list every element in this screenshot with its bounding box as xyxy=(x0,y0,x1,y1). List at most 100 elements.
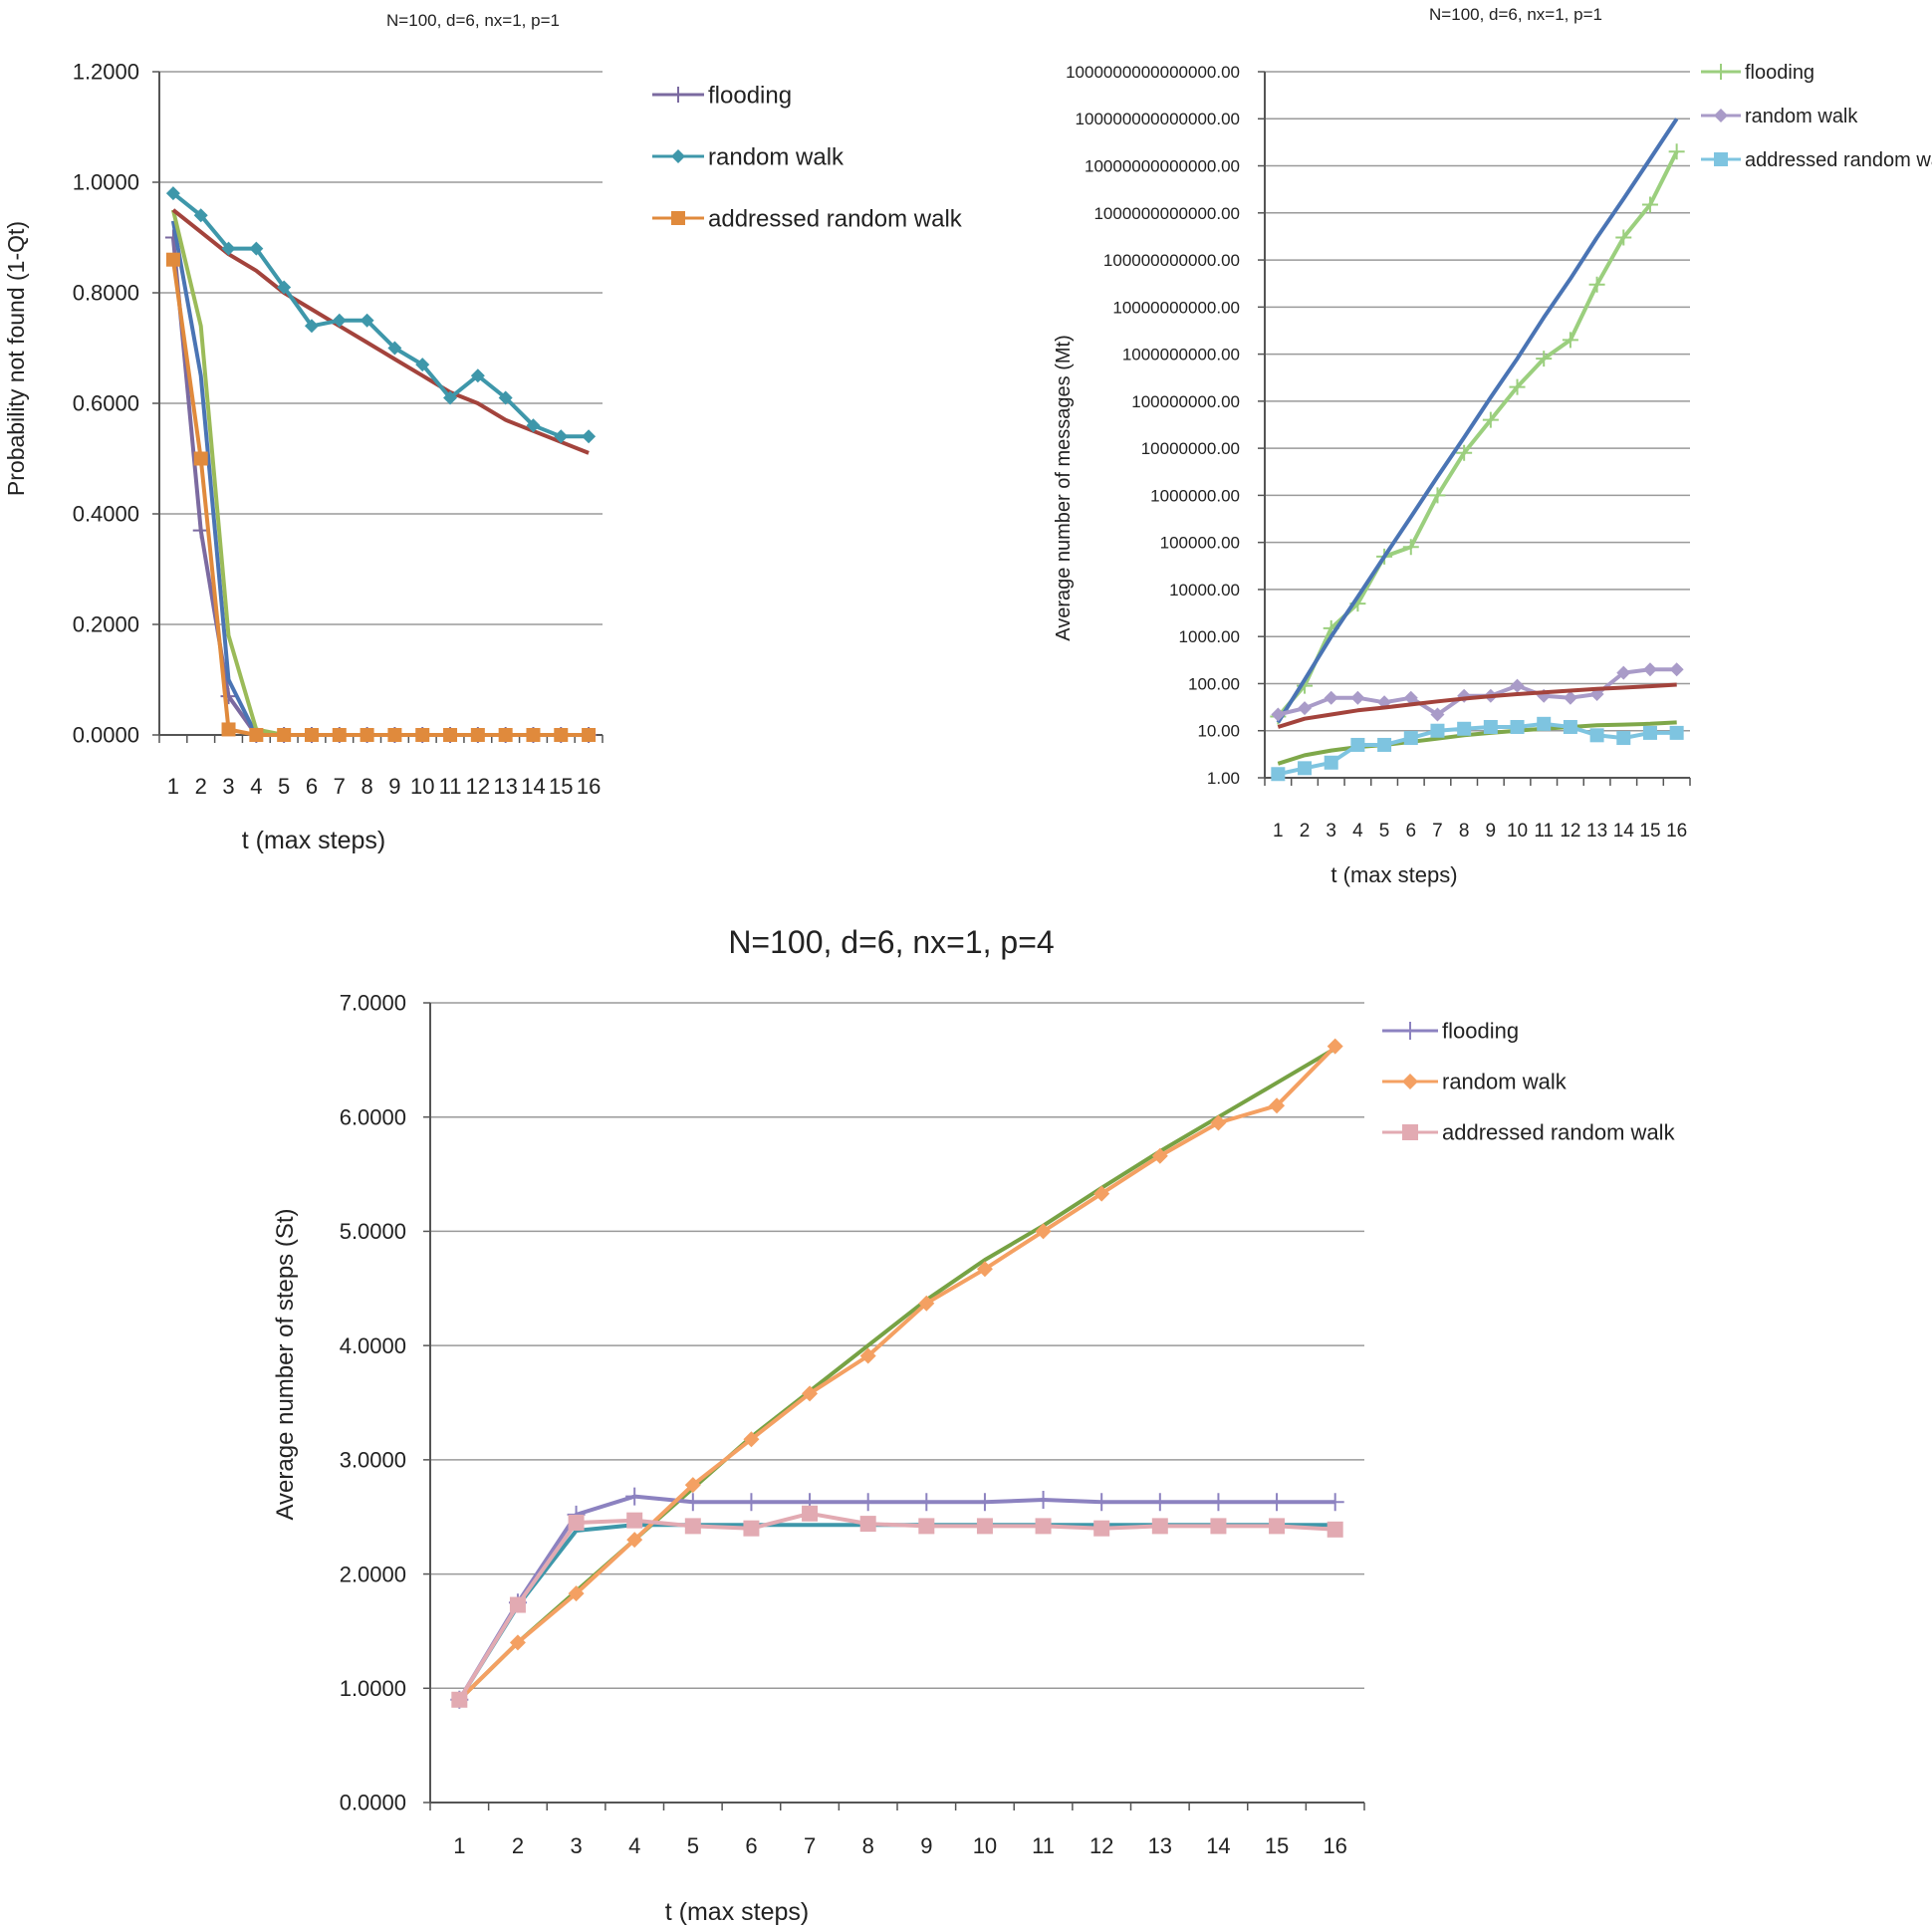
x-tick-label: 12 xyxy=(466,774,490,799)
gridlines xyxy=(430,1002,1364,1690)
data-point xyxy=(1271,767,1286,782)
x-tick-label: 11 xyxy=(1032,1833,1055,1858)
legend-item: addressed random walk xyxy=(1382,1120,1676,1145)
series-trend-3 xyxy=(171,208,590,455)
data-point xyxy=(1324,690,1338,705)
data-point xyxy=(1269,1097,1286,1114)
legend-label: random walk xyxy=(708,143,845,170)
data-point xyxy=(221,241,236,256)
x-tick-label: 16 xyxy=(577,774,601,799)
series-addressed-random-walk xyxy=(451,1505,1343,1708)
x-tick-label: 9 xyxy=(388,774,400,799)
data-point xyxy=(1326,1493,1344,1512)
x-tick-label: 8 xyxy=(1459,821,1470,842)
data-point xyxy=(1510,678,1525,693)
y-tick-label: 10000000000000.00 xyxy=(1085,156,1240,175)
data-point xyxy=(626,1532,643,1549)
chart-title: N=100, d=6, nx=1, p=1 xyxy=(386,11,560,30)
series-flooding xyxy=(450,1487,1344,1709)
x-tick-label: 4 xyxy=(1352,821,1363,842)
data-point xyxy=(1669,725,1684,740)
data-point xyxy=(192,522,209,539)
series-line xyxy=(171,208,590,455)
x-tick-label: 16 xyxy=(1323,1833,1346,1858)
data-point xyxy=(742,1493,761,1512)
x-tick-label: 3 xyxy=(570,1833,582,1858)
data-point xyxy=(1615,229,1632,246)
y-tick-label: 100000000.00 xyxy=(1131,392,1240,411)
x-tick-label: 4 xyxy=(250,774,262,799)
data-point xyxy=(1642,662,1657,677)
data-point xyxy=(1035,1518,1052,1535)
data-point xyxy=(509,1634,526,1651)
y-tick-label: 0.2000 xyxy=(73,612,139,637)
data-point xyxy=(1150,1493,1169,1512)
data-point xyxy=(1092,1493,1111,1512)
chart-title: N=100, d=6, nx=1, p=4 xyxy=(728,924,1054,960)
y-tick-label: 7.0000 xyxy=(340,991,406,1016)
data-point xyxy=(498,728,513,742)
y-axis-label: Average number of steps (St) xyxy=(272,1208,299,1520)
series-trend-4 xyxy=(1277,720,1677,766)
series-line xyxy=(457,1045,1337,1702)
data-point xyxy=(1668,143,1685,160)
x-tick-label: 8 xyxy=(361,774,372,799)
legend-marker xyxy=(1401,1022,1419,1040)
data-point xyxy=(683,1493,702,1512)
x-tick-label: 4 xyxy=(628,1833,640,1858)
series-line xyxy=(171,191,590,439)
x-tick-label: 1 xyxy=(1273,821,1284,842)
data-point xyxy=(1642,725,1657,740)
series-line xyxy=(170,259,590,737)
data-point xyxy=(625,1487,644,1506)
x-tick-label: 2 xyxy=(195,774,207,799)
y-tick-label: 2.0000 xyxy=(340,1562,406,1586)
series-trend-2 xyxy=(170,209,590,737)
y-tick-label: 1.2000 xyxy=(73,60,139,85)
y-tick-label: 100000000000.00 xyxy=(1103,251,1240,270)
x-tick-label: 3 xyxy=(1326,821,1336,842)
data-point xyxy=(554,728,569,742)
series-group xyxy=(1270,118,1685,782)
data-point xyxy=(582,728,597,742)
x-tick-label: 9 xyxy=(1486,821,1497,842)
data-point xyxy=(1377,737,1392,752)
data-point xyxy=(526,418,541,433)
data-point xyxy=(193,208,208,223)
x-tick-label: 13 xyxy=(1586,821,1607,842)
legend-marker xyxy=(1402,1074,1418,1089)
data-point xyxy=(509,1596,526,1613)
data-point xyxy=(443,390,458,405)
data-point xyxy=(1035,1223,1052,1240)
legend-label: random walk xyxy=(1442,1070,1568,1094)
data-point xyxy=(1430,723,1445,738)
data-point xyxy=(526,728,541,742)
data-point xyxy=(1456,444,1473,461)
x-tick-label: 6 xyxy=(745,1833,757,1858)
legend: flooding random walk addressed random walk xyxy=(1701,62,1932,171)
series-line xyxy=(457,1511,1335,1701)
legend-item: flooding xyxy=(1701,62,1814,84)
data-point xyxy=(1034,1491,1053,1510)
data-point xyxy=(684,1518,701,1535)
x-tick-label: 9 xyxy=(920,1833,932,1858)
data-point xyxy=(1093,1520,1110,1537)
y-tick-labels: 0.0000 1.0000 2.0000 3.0000 4.0000 5.0000 6.00… xyxy=(340,991,406,1815)
series-line xyxy=(170,209,590,737)
y-axis-label: Average number of messages (Mt) xyxy=(1053,335,1075,641)
data-point xyxy=(332,313,347,328)
y-tick-label: 1.0000 xyxy=(340,1676,406,1701)
data-point xyxy=(1537,716,1552,731)
data-point xyxy=(1430,707,1445,722)
legend-marker xyxy=(1714,152,1728,166)
data-point xyxy=(918,1295,935,1312)
data-point xyxy=(165,252,180,267)
data-point xyxy=(976,1518,993,1535)
data-point xyxy=(304,319,319,334)
y-tick-label: 10000000.00 xyxy=(1141,439,1240,458)
series-line xyxy=(1277,682,1677,729)
legend-item: random walk xyxy=(1701,106,1858,127)
data-point xyxy=(1616,665,1631,680)
series-random-walk xyxy=(165,186,597,444)
